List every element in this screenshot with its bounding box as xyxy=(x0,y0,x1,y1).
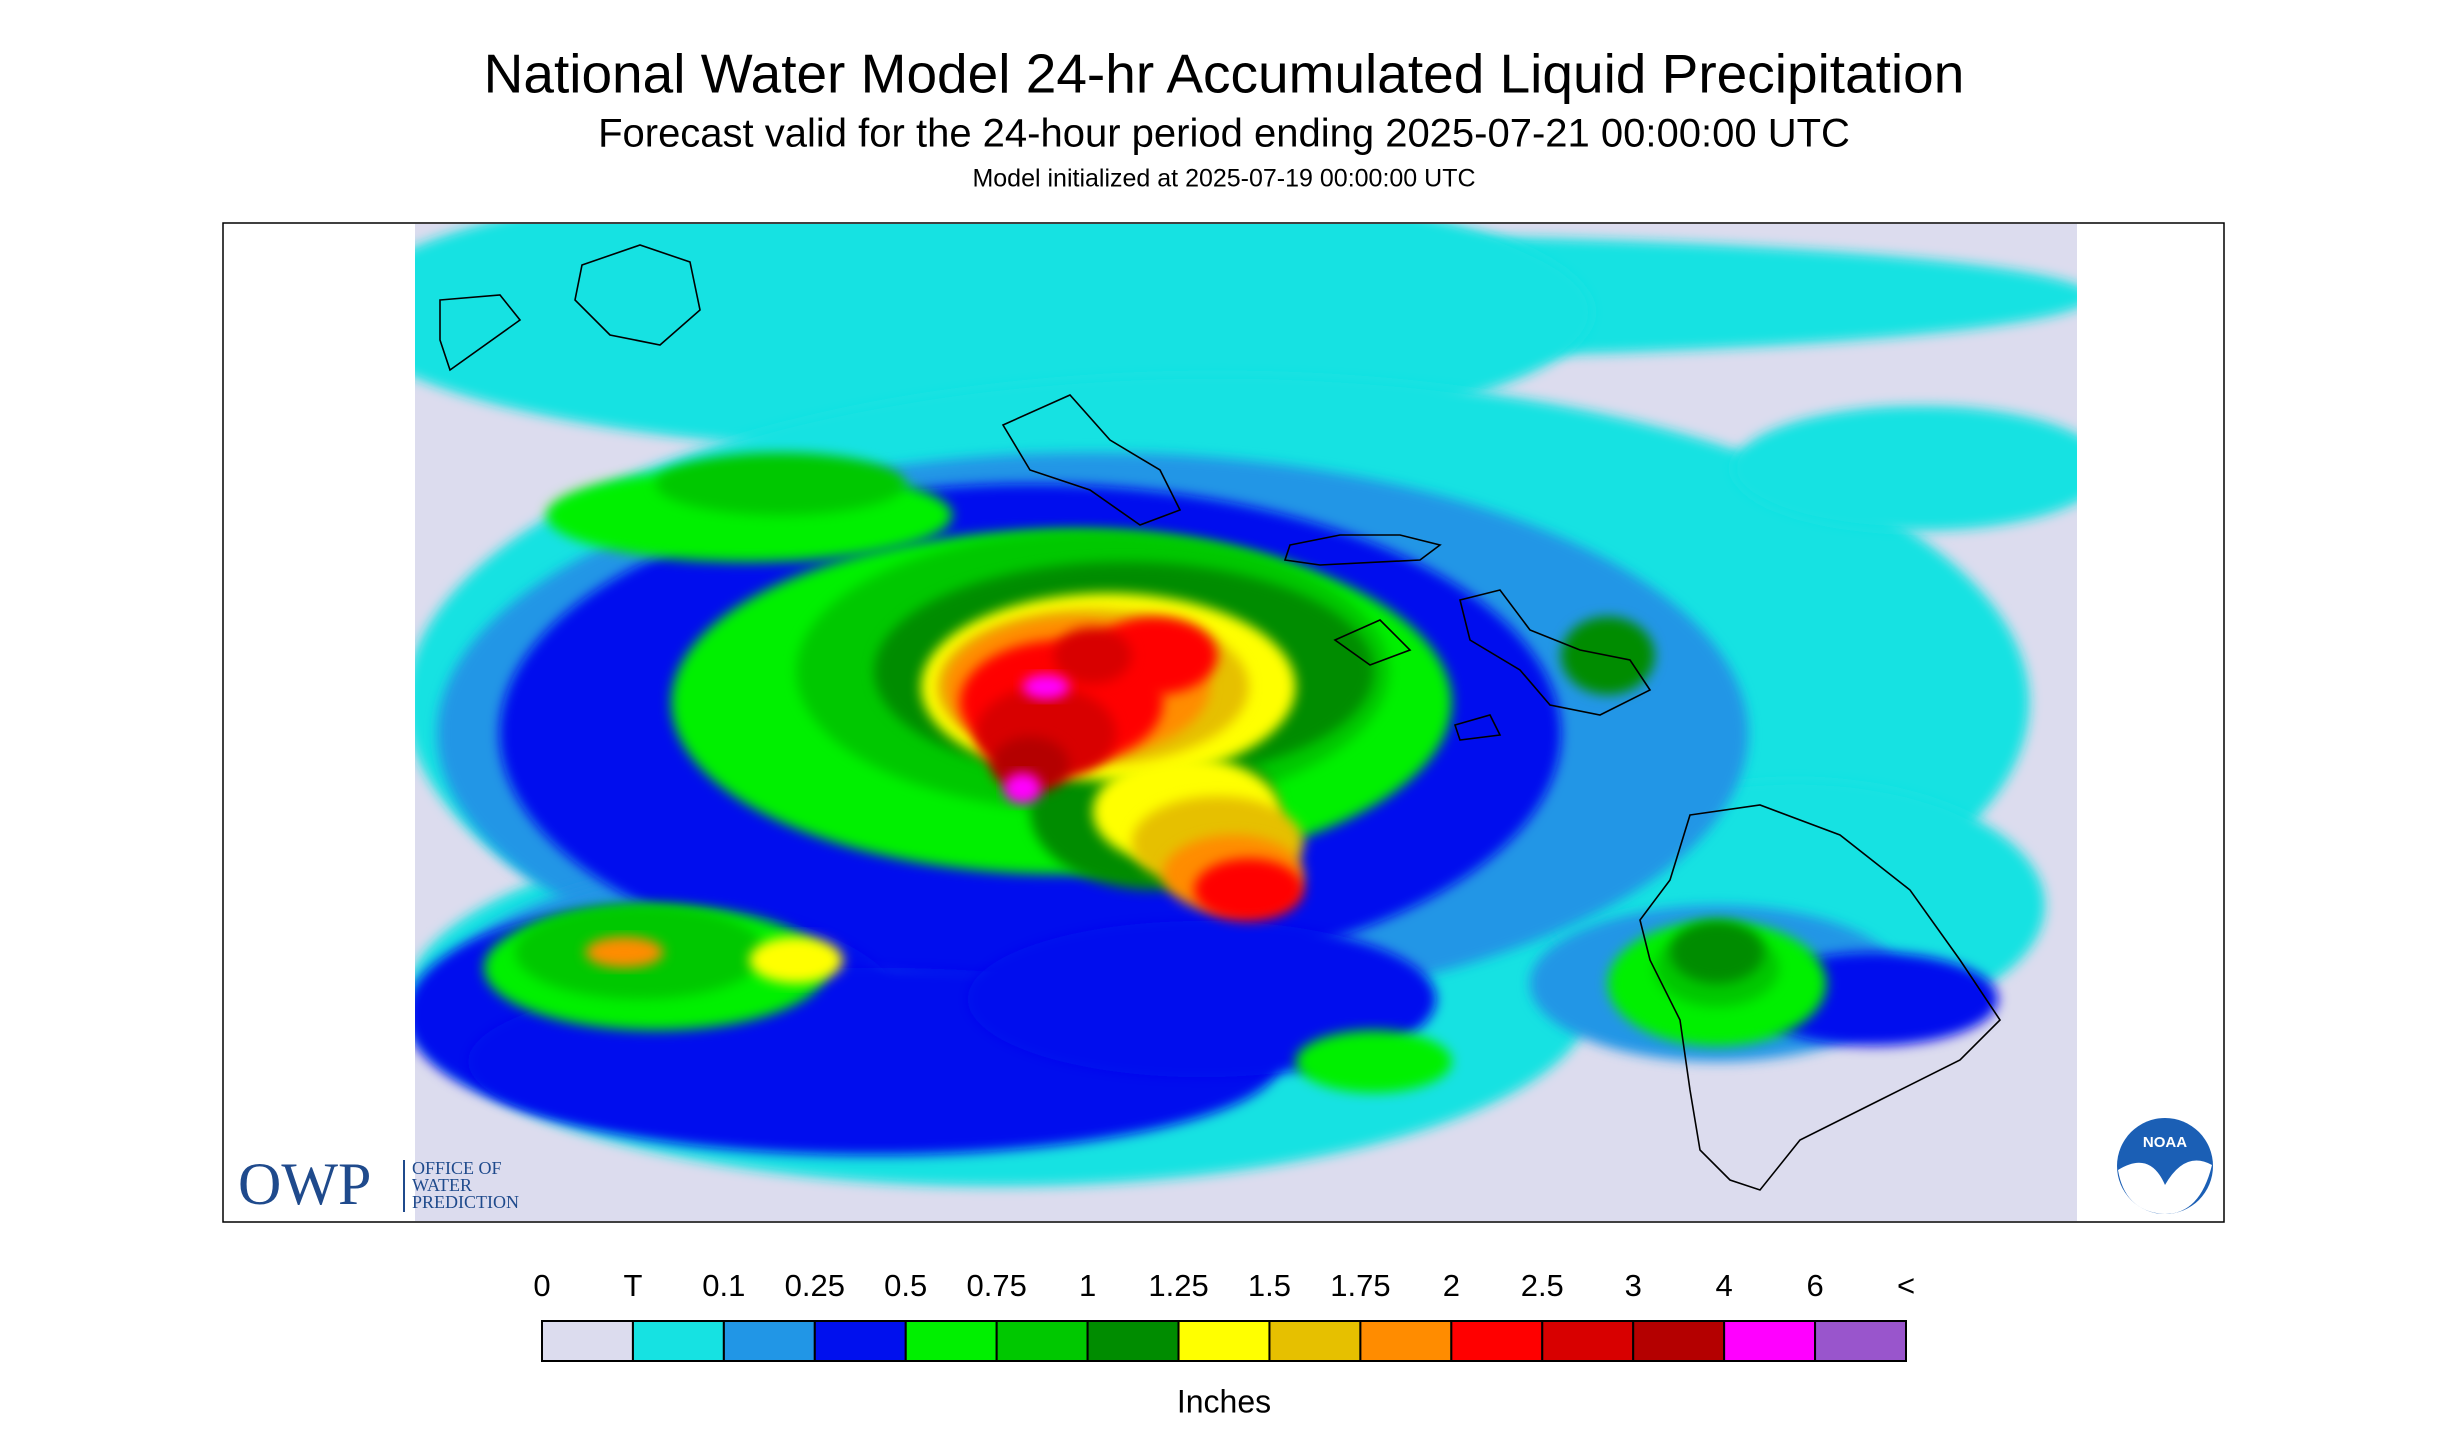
legend-swatch xyxy=(1814,1320,1907,1362)
legend-label: < xyxy=(1897,1268,1915,1303)
legend-label: 1.25 xyxy=(1148,1268,1208,1303)
init-note: Model initialized at 2025-07-19 00:00:00… xyxy=(972,165,1475,193)
legend-swatch xyxy=(1177,1320,1271,1362)
hawaii-island xyxy=(1639,804,2002,1191)
legend-swatch xyxy=(904,1320,998,1362)
legend-swatch xyxy=(541,1320,634,1362)
precip-region xyxy=(1053,627,1132,684)
precip-region xyxy=(655,452,906,516)
legend-label: 1.5 xyxy=(1248,1268,1291,1303)
legend-swatch xyxy=(1450,1320,1544,1362)
precip-region xyxy=(1194,858,1304,921)
precip-region xyxy=(1022,674,1070,700)
legend-label: 1 xyxy=(1079,1268,1096,1303)
legend-label: 0.75 xyxy=(966,1268,1026,1303)
molokai xyxy=(1283,534,1442,566)
owp-logo: OWP OFFICE OF WATER PREDICTION xyxy=(238,1151,519,1217)
legend-label: 0.1 xyxy=(702,1268,745,1303)
precip-region xyxy=(585,936,664,968)
legend-label: 6 xyxy=(1806,1268,1823,1303)
oahu xyxy=(1001,394,1182,526)
legend-swatch xyxy=(1541,1320,1635,1362)
legend-label: 2.5 xyxy=(1521,1268,1564,1303)
legend-label: T xyxy=(623,1268,642,1303)
owp-line: PREDICTION xyxy=(412,1192,519,1212)
maui xyxy=(1459,589,1652,716)
legend-label: 0.25 xyxy=(785,1268,845,1303)
precip-region xyxy=(1732,405,2077,531)
precip-region xyxy=(1003,772,1042,804)
legend: 0 T 0.1 0.25 0.5 0.75 1 1.25 1.5 1.75 2 2.5 3 4 6 < xyxy=(533,1268,1915,1362)
kahoolawe xyxy=(1453,714,1502,741)
legend-swatch xyxy=(1359,1320,1453,1362)
owp-mark: OWP xyxy=(238,1151,371,1217)
title: National Water Model 24-hr Accumulated L… xyxy=(484,43,1965,105)
precip-region xyxy=(1670,920,1764,984)
legend-unit: Inches xyxy=(1177,1383,1271,1419)
noaa-gull xyxy=(2118,1160,2212,1214)
legend-swatch xyxy=(1268,1320,1362,1362)
legend-swatch xyxy=(722,1320,816,1362)
precip-region xyxy=(1295,1030,1452,1093)
precip-region xyxy=(1092,616,1218,695)
legend-swatch xyxy=(813,1320,907,1362)
precip-region xyxy=(967,920,1437,1078)
noaa-text: NOAA xyxy=(2143,1134,2187,1151)
legend-label: 1.75 xyxy=(1330,1268,1390,1303)
legend-label: 2 xyxy=(1443,1268,1460,1303)
niihau xyxy=(439,294,522,372)
legend-swatch xyxy=(995,1320,1089,1362)
owp-line: OFFICE OF xyxy=(412,1158,502,1178)
precip-region xyxy=(749,936,843,984)
lanai xyxy=(1333,619,1412,666)
kauai xyxy=(574,244,701,346)
legend-swatch xyxy=(1086,1320,1180,1362)
legend-swatch xyxy=(1632,1320,1726,1362)
legend-label: 4 xyxy=(1716,1268,1733,1303)
legend-label: 3 xyxy=(1625,1268,1642,1303)
owp-line: WATER xyxy=(412,1175,472,1195)
precip-field xyxy=(415,224,2077,1221)
legend-swatch xyxy=(631,1320,725,1362)
legend-label: 0.5 xyxy=(884,1268,927,1303)
subtitle: Forecast valid for the 24-hour period en… xyxy=(598,112,1850,156)
noaa-logo: NOAA xyxy=(2117,1118,2213,1214)
legend-label: 0 xyxy=(533,1268,550,1303)
island-outlines xyxy=(439,244,2002,1191)
legend-swatch xyxy=(1723,1320,1817,1362)
